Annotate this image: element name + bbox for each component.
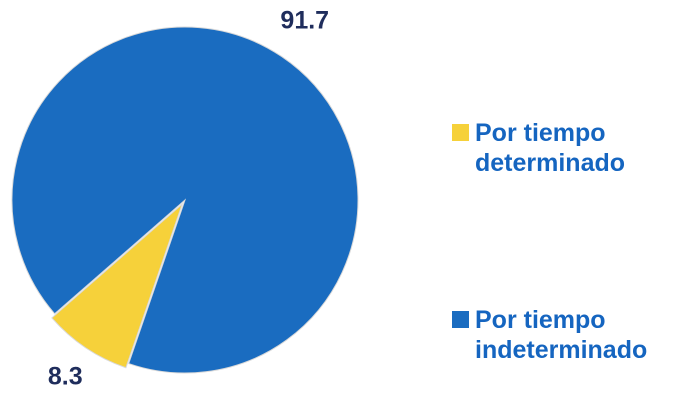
legend-item: Por tiempo indeterminado	[452, 305, 695, 365]
legend-item: Por tiempo determinado	[452, 118, 695, 178]
legend-swatch	[452, 124, 469, 141]
pie-slice	[51, 202, 184, 369]
pie-slice	[11, 26, 359, 374]
legend-swatch	[452, 311, 469, 328]
legend-label: Por tiempo determinado	[475, 119, 626, 177]
legend-label: Por tiempo indeterminado	[475, 306, 648, 364]
data-label: 91.7	[280, 7, 329, 35]
data-label: 8.3	[48, 363, 83, 391]
